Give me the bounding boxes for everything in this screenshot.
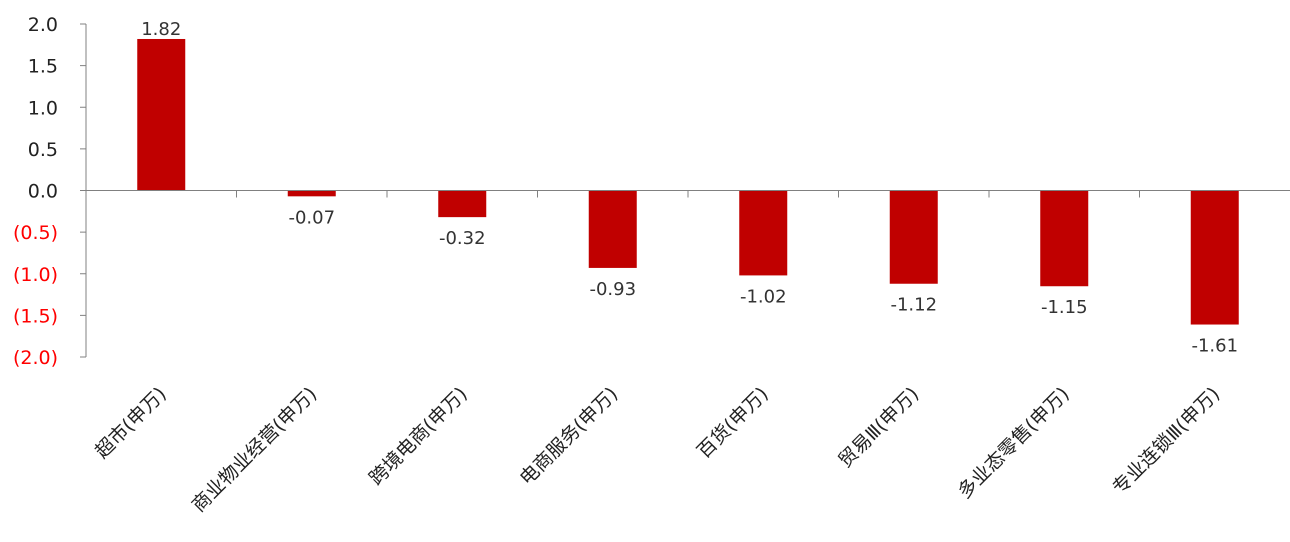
x-category-label: 跨境电商(申万) [365, 383, 472, 490]
data-label: -1.61 [1191, 336, 1238, 357]
category-labels: 超市(申万) 商业物业经营(申万) 跨境电商(申万) 电商服务(申万) 百货(申万) 贸易… [91, 383, 1224, 517]
y-tick-label: 0.5 [28, 139, 58, 161]
data-label: -0.32 [439, 228, 486, 249]
x-category-label: 贸易Ⅲ(申万) [834, 383, 923, 472]
bar [1190, 190, 1239, 325]
bars [137, 38, 1239, 325]
bar [287, 190, 336, 197]
y-tick-label: 1.0 [28, 97, 58, 119]
bar [889, 190, 938, 284]
bar [1040, 190, 1089, 287]
x-category-label: 电商服务(申万) [516, 383, 623, 490]
bar [739, 190, 788, 276]
y-tick-label: 2.0 [28, 14, 58, 36]
data-label: -0.07 [288, 207, 335, 228]
x-category-label: 专业连锁Ⅲ(申万) [1108, 383, 1224, 499]
y-tick-label: (2.0) [13, 347, 58, 369]
bar [438, 190, 487, 218]
bar [137, 38, 186, 191]
x-category-label: 商业物业经营(申万) [188, 383, 322, 517]
data-label: 1.82 [141, 19, 181, 40]
y-tick-label: 1.5 [28, 56, 58, 78]
data-label: -1.12 [890, 295, 937, 316]
x-category-label: 超市(申万) [91, 383, 171, 463]
y-tick-label: (1.5) [13, 305, 58, 327]
data-label: -1.02 [740, 286, 787, 307]
data-label: -1.15 [1041, 297, 1088, 318]
x-category-label: 多业态零售(申万) [954, 383, 1074, 503]
y-tick-label: (0.5) [13, 222, 58, 244]
y-tick-label: 0.0 [28, 181, 58, 203]
data-label: -0.93 [589, 279, 636, 300]
x-category-label: 百货(申万) [693, 383, 773, 463]
y-tick-label: (1.0) [13, 264, 58, 286]
data-labels: 1.82 -0.07 -0.32 -0.93 -1.02 -1.12 -1.15 -1.61 [141, 19, 1238, 357]
x-axis [86, 190, 1290, 198]
bar [588, 190, 637, 268]
y-axis: 2.0 1.5 1.0 0.5 0.0 (0.5) (1.0) (1.5) (2.0) [13, 14, 87, 369]
